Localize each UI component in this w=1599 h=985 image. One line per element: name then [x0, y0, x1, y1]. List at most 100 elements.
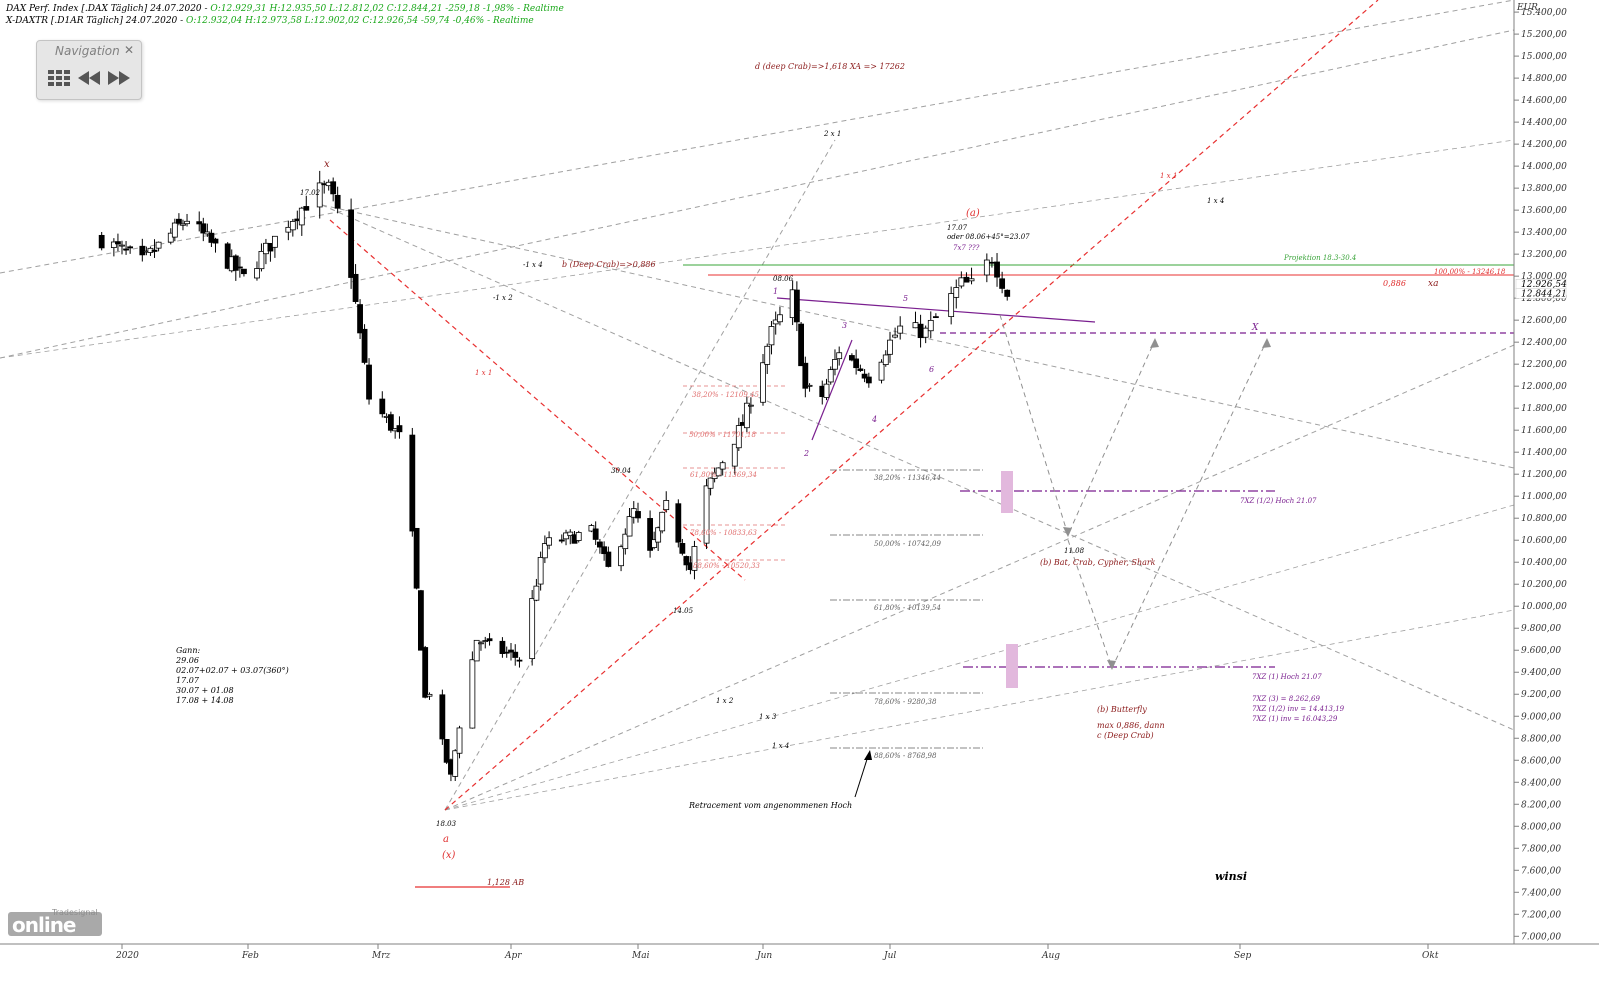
candle-body [184, 220, 190, 225]
candle-body [735, 425, 742, 449]
annotation-label-1707: 17.07 [947, 224, 968, 232]
candle-body [968, 278, 975, 282]
x-tick-label: Mrz [371, 951, 391, 961]
y-tick-label: 13.400,00 [1521, 228, 1567, 238]
candle-body [715, 467, 722, 477]
y-tick-label: 13.800,00 [1521, 184, 1567, 194]
candle-body [413, 527, 420, 589]
candle-body [289, 221, 296, 231]
gray-trendline [321, 204, 1515, 469]
candle-body [618, 546, 624, 567]
target-zone-box [1001, 471, 1013, 513]
candle-body [994, 261, 1000, 278]
annotation-gann-title: Gann: [176, 646, 200, 655]
candle-body [958, 277, 965, 287]
gray-trendline [321, 204, 1515, 731]
candle-body [439, 694, 446, 740]
candle-body [98, 234, 105, 249]
y-tick-label: 11.000,00 [1521, 492, 1567, 502]
last-price-label: 12.844,21 [1521, 289, 1567, 299]
annotation-label-1128: 1,128 AB [487, 878, 524, 887]
candle-body [719, 462, 726, 470]
x-tick-label: Okt [1422, 951, 1439, 961]
annotation-r2-500: 50,00% - 10742,09 [874, 540, 941, 548]
annotation-w2: 2 [803, 449, 809, 458]
candle-body [922, 327, 929, 338]
candle-body [119, 244, 125, 247]
candle-body [236, 266, 243, 269]
annotation-w1: 1 [773, 287, 778, 296]
annotation-txz-list-2: 7XZ (1/2) inv = 14.413,19 [1252, 705, 1345, 713]
y-tick-label: 7.800,00 [1521, 844, 1561, 854]
y-tick-label: 9.200,00 [1521, 690, 1561, 700]
candle-body [853, 358, 860, 369]
candle-body [798, 323, 804, 367]
candle-body [760, 362, 766, 403]
annotation-winsi: winsi [1215, 870, 1247, 883]
candle-body [418, 590, 424, 651]
candle-body [167, 232, 174, 243]
annotation-retracement: Retracement vom angenommenen Hoch [688, 801, 852, 810]
y-tick-label: 8.400,00 [1521, 778, 1561, 788]
candle-body [691, 546, 698, 571]
y-tick-label: 7.200,00 [1521, 910, 1561, 920]
red-downtrend-line [329, 219, 746, 581]
y-tick-label: 13.600,00 [1521, 206, 1567, 216]
candle-body [212, 238, 219, 244]
gann-1x4-line [444, 609, 1515, 811]
candle-body [176, 218, 182, 224]
gray-trendline [0, 29, 1515, 359]
candle-body [361, 328, 368, 363]
x-tick-label: Jul [882, 951, 896, 961]
x-tick-label: Sep [1234, 951, 1251, 961]
close-icon[interactable]: ✕ [123, 43, 134, 57]
x-tick-label: Jun [755, 951, 772, 961]
candle-body [748, 404, 754, 407]
annotation-pct-100: 100,00% - 13246,18 [1434, 268, 1506, 276]
y-tick-label: 8.800,00 [1521, 734, 1561, 744]
candle-body [626, 516, 633, 537]
candle-body [171, 222, 178, 238]
candle-body [575, 532, 582, 541]
annotation-b-bat: (b) Bat, Crab, Cypher, Shark [1040, 558, 1156, 567]
annotation-wave-x-low: (x) [442, 850, 456, 861]
annotation-txz-list-3: 7XZ (1) inv = 16.043,29 [1252, 715, 1338, 723]
grid-icon[interactable] [47, 67, 71, 89]
candle-body [948, 293, 955, 318]
candle-body [254, 268, 260, 279]
candle-body [396, 425, 403, 433]
y-tick-label: 12.000,00 [1521, 382, 1567, 392]
candle-body [443, 739, 450, 763]
candle-body [622, 533, 629, 550]
annotation-label-1803: 18.03 [436, 820, 457, 828]
annotation-top-note: d (deep Crab)=>1,618 XA => 17262 [755, 62, 905, 71]
rewind-icon[interactable] [77, 67, 101, 89]
gann-2x1-line [444, 139, 836, 811]
candle-body [601, 546, 608, 555]
y-tick-label: 9.800,00 [1521, 624, 1561, 634]
annotation-r1-500: 50,00% - 11701,18 [689, 431, 756, 439]
y-tick-label: 12.200,00 [1521, 360, 1567, 370]
annotation-projection: Projektion 18.3-30.4 [1283, 254, 1356, 262]
last-price-label: 12.926,54 [1521, 280, 1567, 290]
navigation-title: Navigation [55, 44, 120, 58]
x-tick-label: 2020 [115, 951, 139, 961]
annotation-gann-2x1: 2 x 1 [823, 130, 841, 138]
navigation-panel[interactable]: Navigation ✕ [36, 40, 142, 100]
projection-path-2 [1067, 339, 1268, 670]
gann-1x1-red-line [444, 0, 1379, 811]
candle-body [478, 642, 484, 645]
candle-body [110, 241, 117, 248]
annotation-gann-m1x4: -1 x 4 [523, 261, 543, 269]
candle-body [503, 651, 510, 654]
candle-body [258, 251, 265, 270]
y-tick-label: 9.600,00 [1521, 646, 1561, 656]
header-dax-name: DAX Perf. Index [.DAX Täglich] 24.07.202… [6, 4, 211, 14]
y-tick-label: 11.600,00 [1521, 426, 1567, 436]
candle-body [379, 398, 386, 415]
fast-forward-icon[interactable] [107, 67, 131, 89]
arrow-head [864, 750, 872, 760]
candle-body [115, 241, 121, 245]
